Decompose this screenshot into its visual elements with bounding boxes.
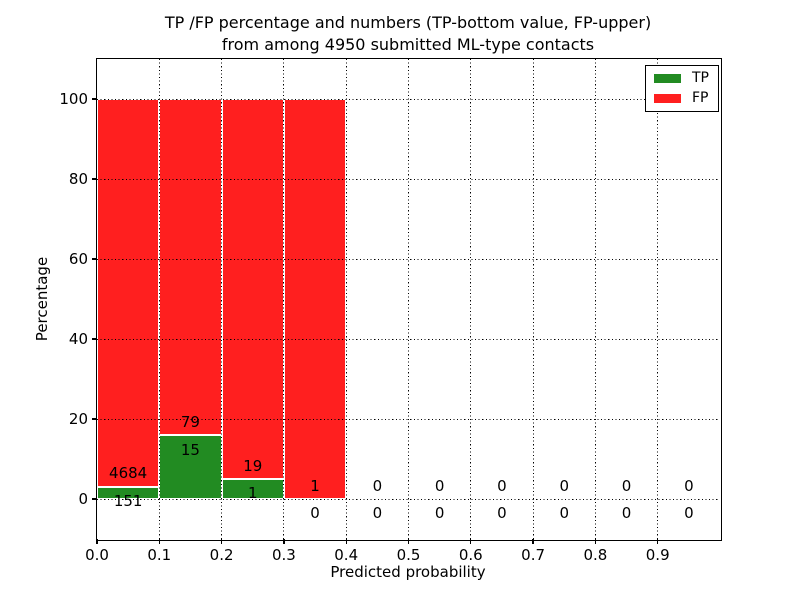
fp-count-label: 0 (497, 476, 507, 495)
fp-count-label: 4684 (109, 464, 148, 483)
tp-count-label: 0 (497, 504, 507, 523)
fp-count-label: 0 (434, 476, 445, 495)
tp-bar-segment (159, 435, 222, 499)
legend: TP FP (645, 65, 719, 112)
x-tick-mark (407, 539, 410, 544)
gridline-horizontal (97, 418, 720, 420)
tp-count-label: 0 (621, 504, 632, 523)
x-tick-label: 0.6 (458, 546, 483, 564)
tp-count-label: 0 (372, 504, 383, 523)
fp-count-label: 19 (243, 456, 263, 475)
x-tick-mark (470, 539, 472, 544)
x-tick-label: 0.3 (271, 546, 296, 564)
x-tick-label: 0.2 (209, 546, 234, 564)
chart-title: TP /FP percentage and numbers (TP-bottom… (8, 12, 800, 56)
y-tick-mark (92, 178, 97, 180)
gridline-vertical (283, 59, 285, 539)
gridline-vertical (345, 59, 347, 539)
x-tick-label: 0.5 (396, 546, 421, 564)
x-tick-mark (220, 539, 223, 544)
x-tick-mark (158, 539, 160, 544)
x-tick-label: 0.8 (583, 546, 608, 564)
x-tick-label: 0.1 (147, 546, 172, 564)
y-tick-label: 100 (59, 90, 88, 108)
gridline-horizontal (97, 178, 720, 180)
fp-count-label: 1 (310, 476, 320, 495)
y-axis-label: Percentage (33, 256, 51, 342)
fp-bar-segment (221, 99, 284, 479)
tp-count-label: 0 (434, 504, 445, 523)
gridline-vertical (594, 59, 596, 539)
x-tick-label: 0.0 (85, 546, 109, 564)
tp-count-label: 0 (559, 504, 570, 523)
y-tick-mark (92, 418, 97, 420)
x-tick-label: 0.9 (645, 546, 670, 564)
y-tick-label: 40 (68, 330, 88, 348)
fp-count-label: 79 (180, 412, 200, 431)
tp-count-label: 1 (247, 484, 258, 503)
fp-bar-segment (97, 99, 160, 487)
y-tick-mark (92, 338, 97, 340)
fp-bar-segment (159, 99, 222, 436)
x-axis-label: Predicted probability (330, 563, 486, 581)
x-tick-mark (657, 539, 659, 544)
x-tick-mark (96, 539, 98, 544)
tp-count-label: 0 (310, 504, 320, 523)
y-tick-label: 0 (78, 490, 88, 508)
fp-legend-swatch (654, 93, 681, 103)
y-tick-label: 20 (68, 410, 88, 428)
tp-count-label: 15 (180, 440, 200, 459)
fp-count-label: 0 (559, 476, 570, 495)
legend-row-fp: FP (654, 91, 709, 105)
fp-count-label: 0 (684, 476, 694, 495)
fp-legend-label: FP (692, 90, 709, 106)
gridline-vertical (657, 59, 659, 539)
gridline-vertical (470, 59, 472, 539)
y-tick-label: 60 (68, 250, 88, 268)
fp-bar-segment (283, 99, 347, 499)
y-tick-mark (92, 258, 97, 260)
gridline-horizontal (97, 258, 720, 260)
y-tick-mark (92, 498, 97, 500)
tp-legend-label: TP (692, 70, 709, 86)
x-tick-mark (345, 539, 347, 544)
x-tick-mark (594, 539, 597, 544)
chart-title-line1: TP /FP percentage and numbers (TP-bottom… (164, 13, 652, 32)
tp-legend-swatch (654, 73, 681, 83)
tp-bar-segment (97, 486, 160, 499)
chart-title-line2: from among 4950 submitted ML-type contac… (221, 35, 595, 54)
fp-count-label: 0 (621, 476, 632, 495)
gridline-horizontal (97, 498, 720, 500)
legend-row-tp: TP (654, 71, 709, 85)
gridline-vertical (408, 59, 409, 539)
x-tick-mark (532, 539, 534, 544)
gridline-vertical (158, 59, 160, 539)
x-tick-label: 0.4 (334, 546, 359, 564)
gridline-horizontal (97, 98, 720, 100)
y-tick-mark (92, 98, 97, 100)
gridline-vertical (532, 59, 534, 539)
gridline-horizontal (97, 338, 720, 340)
tp-count-label: 151 (113, 491, 143, 510)
y-tick-label: 80 (68, 170, 88, 188)
x-tick-mark (283, 539, 285, 544)
x-tick-label: 0.7 (521, 546, 546, 564)
gridline-vertical (221, 59, 223, 539)
plot-area: 0.0 0.1 0.2 0.3 0.4 0.5 0.6 0.7 0.8 0.9 0 20 40 60 80 1… (59, 57, 722, 564)
fp-count-label: 0 (372, 476, 383, 495)
tp-count-label: 0 (684, 504, 694, 523)
